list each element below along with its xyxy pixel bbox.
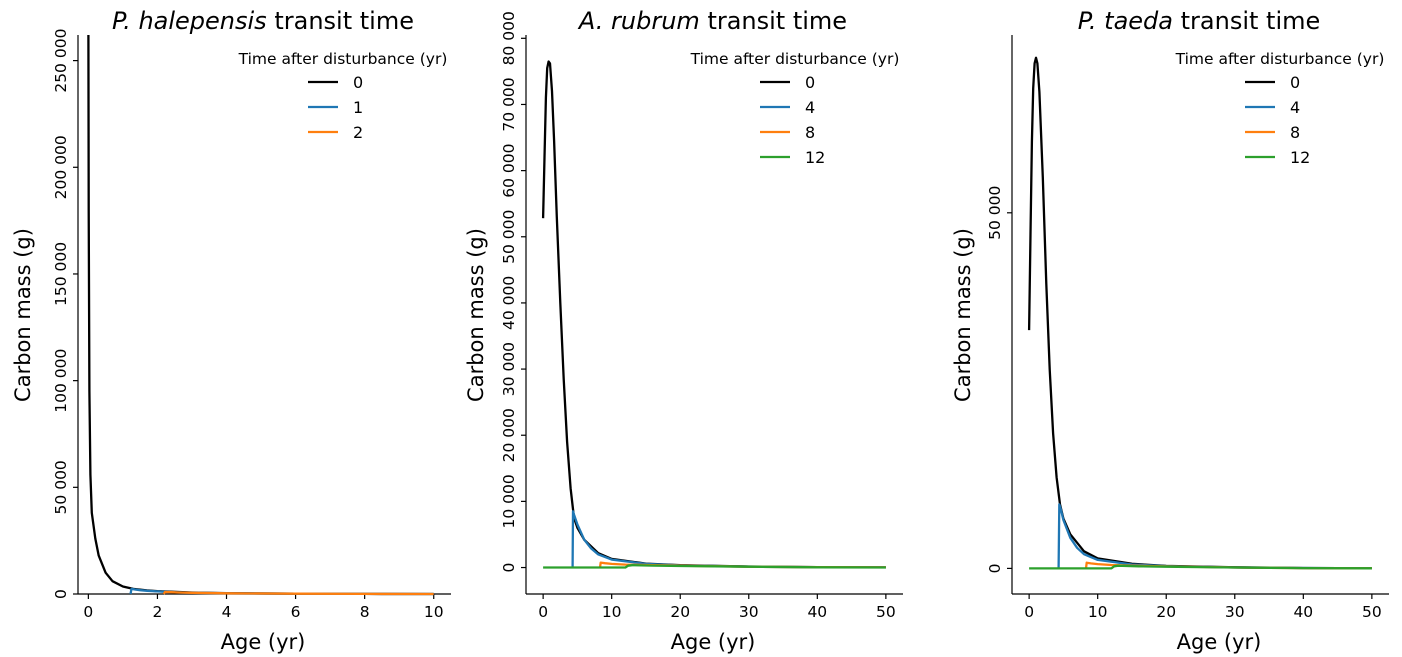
legend-label: 0 <box>353 73 363 92</box>
y-tick-label: 30 000 <box>500 342 518 396</box>
x-tick-label: 20 <box>670 603 690 621</box>
legend-label: 8 <box>805 123 815 142</box>
series-line-0 <box>1027 56 1372 570</box>
y-ticks: 0 10 000 20 000 30 000 40 000 50 000 60 000 70 … <box>500 11 526 572</box>
y-tick-label: 80 000 <box>500 11 518 65</box>
chart-panel-rubrum: A. rubrum transit time Age (yr) Carbon m… <box>464 7 903 654</box>
x-tick-label: 30 <box>1225 603 1245 621</box>
legend-entries: 0 4 8 12 <box>1245 73 1310 167</box>
x-tick-label: 0 <box>1024 603 1034 621</box>
legend: Time after disturbance (yr) 0 4 8 12 <box>1175 50 1385 167</box>
x-tick-label: 8 <box>360 603 370 621</box>
y-axis-label: Carbon mass (g) <box>951 228 975 402</box>
series-line-0 <box>87 34 434 596</box>
x-tick-label: 40 <box>1293 603 1313 621</box>
y-axis-label: Carbon mass (g) <box>11 228 35 402</box>
y-tick-label: 0 <box>500 563 518 573</box>
x-axis-label: Age (yr) <box>671 630 756 654</box>
series-line-0 <box>541 60 886 569</box>
chart-panel-taeda: P. taeda transit time Age (yr) Carbon ma… <box>951 7 1389 654</box>
y-tick-label: 50 000 <box>52 460 70 514</box>
legend-label: 1 <box>353 98 363 117</box>
x-axis-label: Age (yr) <box>221 630 306 654</box>
y-tick-label: 150 000 <box>52 242 70 306</box>
legend-title: Time after disturbance (yr) <box>238 50 448 68</box>
legend-label: 0 <box>805 73 815 92</box>
x-tick-label: 4 <box>222 603 232 621</box>
plot-lines <box>541 60 886 569</box>
legend-label: 12 <box>1290 148 1310 167</box>
series-line-12 <box>1029 564 1372 570</box>
chart-title: P. taeda transit time <box>1078 7 1321 35</box>
legend: Time after disturbance (yr) 0 1 2 <box>238 50 448 142</box>
y-ticks: 0 50 000 <box>986 186 1012 573</box>
chart-title: A. rubrum transit time <box>577 7 847 35</box>
y-tick-label: 250 000 <box>52 29 70 93</box>
y-tick-label: 40 000 <box>500 276 518 330</box>
chart-title: P. halepensis transit time <box>112 7 414 35</box>
x-ticks: 0 2 4 6 8 10 <box>83 594 444 621</box>
legend-label: 4 <box>1290 98 1300 117</box>
y-tick-label: 70 000 <box>500 77 518 131</box>
x-tick-label: 50 <box>876 603 896 621</box>
plot-lines <box>1027 56 1372 570</box>
y-tick-label: 50 000 <box>986 186 1004 240</box>
y-tick-label: 50 000 <box>500 210 518 264</box>
x-tick-label: 20 <box>1156 603 1176 621</box>
y-tick-label: 100 000 <box>52 349 70 413</box>
y-ticks: 0 50 000 100 000 150 000 200 000 250 000 <box>52 29 78 599</box>
legend: Time after disturbance (yr) 0 4 8 12 <box>690 50 900 167</box>
x-tick-label: 6 <box>291 603 301 621</box>
series-line-12 <box>543 564 886 569</box>
plot-lines <box>87 34 434 596</box>
x-ticks: 0 10 20 30 40 50 <box>1024 594 1382 621</box>
y-tick-label: 0 <box>52 589 70 599</box>
y-tick-label: 10 000 <box>500 474 518 528</box>
legend-label: 8 <box>1290 123 1300 142</box>
y-tick-label: 0 <box>986 563 1004 573</box>
legend-label: 12 <box>805 148 825 167</box>
series-line-2 <box>162 590 434 596</box>
x-tick-label: 10 <box>1088 603 1108 621</box>
legend-entries: 0 4 8 12 <box>760 73 825 167</box>
x-tick-label: 30 <box>739 603 759 621</box>
y-tick-label: 60 000 <box>500 143 518 197</box>
legend-title: Time after disturbance (yr) <box>1175 50 1385 68</box>
legend-entries: 0 1 2 <box>308 73 363 142</box>
legend-label: 4 <box>805 98 815 117</box>
legend-title: Time after disturbance (yr) <box>690 50 900 68</box>
x-tick-label: 50 <box>1362 603 1382 621</box>
legend-label: 2 <box>353 123 363 142</box>
x-tick-label: 10 <box>602 603 622 621</box>
x-tick-label: 0 <box>83 603 93 621</box>
x-axis-label: Age (yr) <box>1177 630 1262 654</box>
y-axis-label: Carbon mass (g) <box>464 228 488 402</box>
y-tick-label: 200 000 <box>52 135 70 199</box>
x-tick-label: 40 <box>807 603 827 621</box>
x-ticks: 0 10 20 30 40 50 <box>538 594 896 621</box>
x-tick-label: 0 <box>538 603 548 621</box>
x-tick-label: 10 <box>424 603 444 621</box>
chart-panel-halepensis: P. halepensis transit time Age (yr) Carb… <box>11 7 451 654</box>
legend-label: 0 <box>1290 73 1300 92</box>
x-tick-label: 2 <box>152 603 162 621</box>
y-tick-label: 20 000 <box>500 408 518 462</box>
